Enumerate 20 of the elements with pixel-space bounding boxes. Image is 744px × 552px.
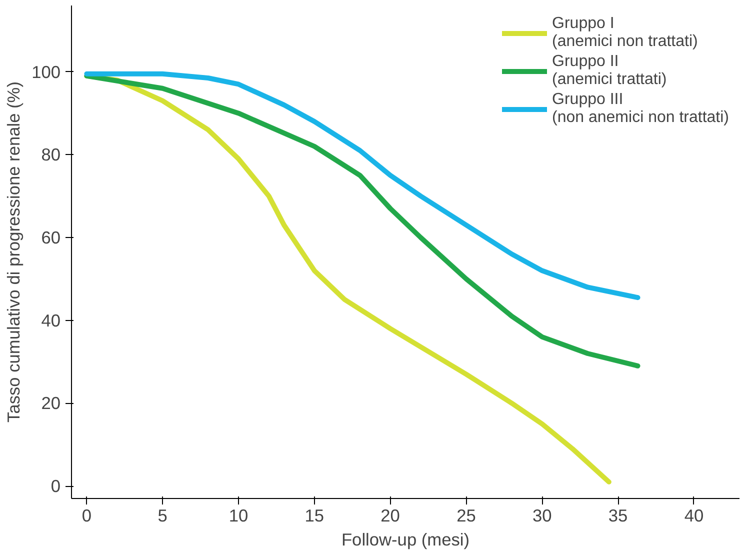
x-axis-title: Follow-up (mesi)	[341, 530, 470, 550]
legend-label: Gruppo III (non anemici non trattati)	[552, 91, 729, 127]
legend-label: Gruppo II (anemici trattati)	[552, 53, 667, 89]
x-tick-label: 25	[456, 506, 476, 526]
y-tick-label: 40	[41, 310, 61, 330]
x-tick-label: 0	[82, 506, 92, 526]
x-tick-label: 35	[608, 506, 628, 526]
y-tick-label: 100	[32, 62, 61, 82]
x-tick-label: 5	[158, 506, 168, 526]
x-tick-label: 20	[380, 506, 400, 526]
y-axis-title: Tasso cumulativo di progressione renale (%)	[4, 82, 24, 422]
x-tick-label: 10	[228, 506, 248, 526]
x-tick-label: 40	[684, 506, 704, 526]
x-tick-label: 15	[304, 506, 324, 526]
x-tick-label: 30	[532, 506, 552, 526]
legend-label: Gruppo I (anemici non trattati)	[552, 15, 698, 51]
y-tick-label: 20	[41, 393, 61, 414]
y-tick-label: 80	[41, 144, 61, 165]
y-tick-label: 0	[50, 476, 61, 496]
y-tick-label: 60	[41, 228, 61, 248]
